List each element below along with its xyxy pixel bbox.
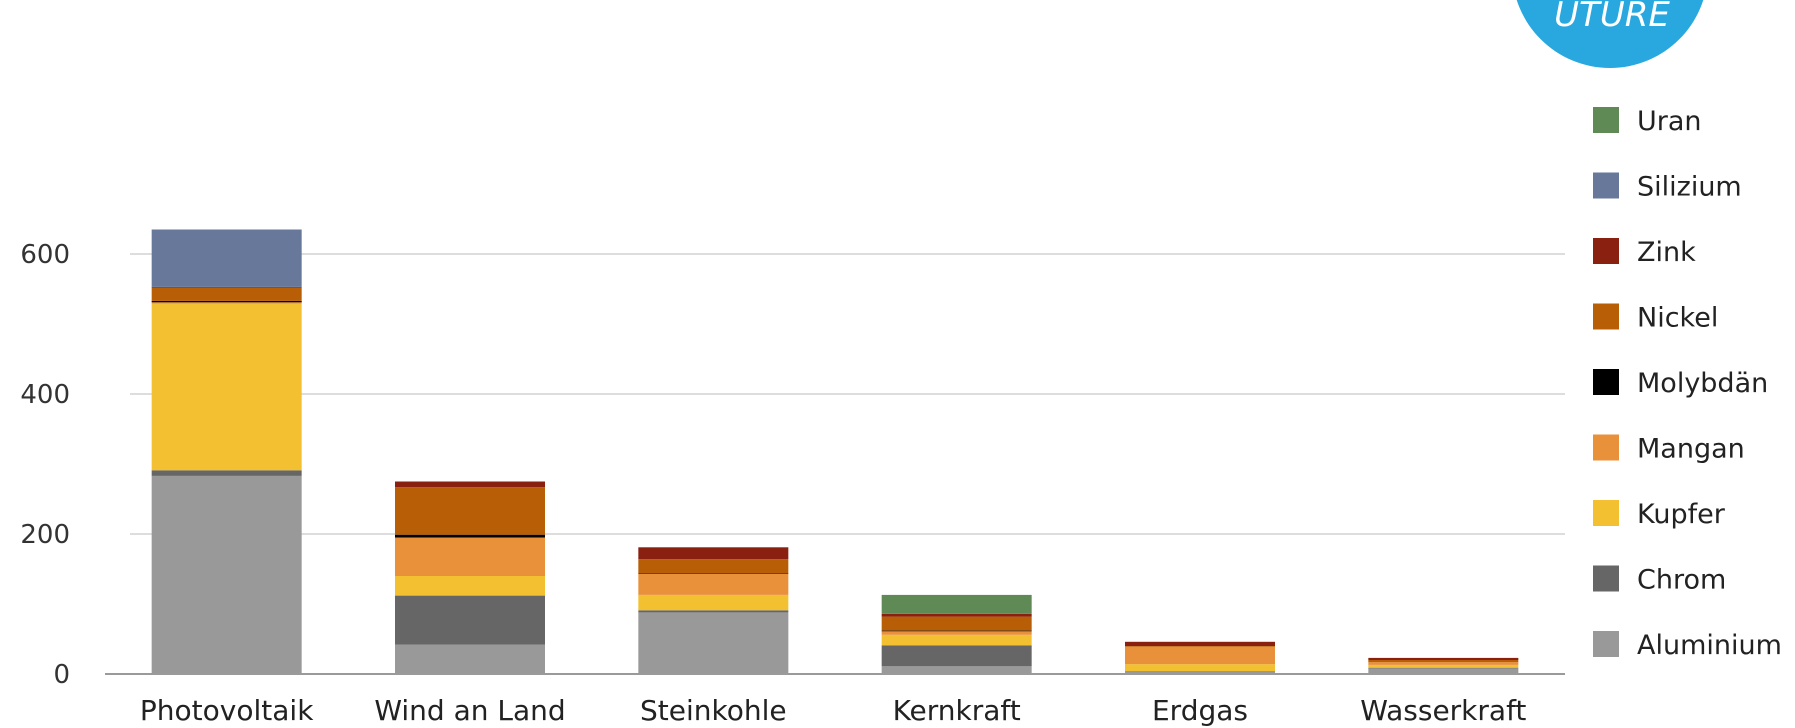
bar-segment-Erdgas-Kupfer [1125, 664, 1275, 672]
bar-segment-Erdgas-Aluminium [1125, 671, 1275, 674]
bar-segment-Photovoltaik-Nickel [151, 287, 302, 301]
bar-segment-Steinkohle-Zink [638, 547, 789, 560]
legend-swatch-Kupfer [1593, 500, 1619, 526]
legend-label-Kupfer: Kupfer [1637, 499, 1726, 530]
legend-label-Zink: Zink [1637, 237, 1696, 268]
legend-swatch-Zink [1593, 238, 1619, 264]
y-tick-label-600: 600 [20, 240, 70, 270]
bar-segment-Steinkohle-Aluminium [638, 612, 789, 674]
bar-segment-Steinkohle-Kupfer [638, 594, 789, 611]
legend-swatch-Uran [1593, 107, 1619, 133]
x-tick-label-Wasserkraft: Wasserkraft [1360, 694, 1526, 727]
bar-segment-Wind an Land-Molybdän [395, 534, 545, 538]
bar-segment-Erdgas-Zink [1125, 641, 1275, 646]
legend-label-Uran: Uran [1637, 106, 1702, 137]
legend-swatch-Aluminium [1593, 631, 1619, 657]
bar-segment-Kernkraft-Chrom [881, 645, 1032, 667]
bar-segment-Wasserkraft-Nickel [1368, 660, 1519, 663]
x-axis-labels: Photovoltaik Wind an Land Steinkohle Kernkr… [140, 694, 1527, 727]
bar-segment-Photovoltaik-Zink [151, 286, 302, 288]
bar-segment-Photovoltaik-Molybdän [151, 300, 302, 303]
bar-segment-Erdgas-Chrom [1125, 671, 1275, 672]
bar-segment-Erdgas-Mangan [1125, 646, 1275, 665]
bar-segment-Steinkohle-Mangan [638, 573, 789, 595]
bar-segment-Erdgas-Nickel [1125, 646, 1275, 647]
legend-label-Mangan: Mangan [1637, 434, 1745, 465]
logo-text: UTURE [1554, 0, 1670, 35]
bar-segment-Wind an Land-Chrom [395, 595, 545, 645]
x-tick-label-Wind an Land: Wind an Land [374, 694, 565, 727]
bar-segment-Steinkohle-Molybdän [638, 573, 789, 574]
x-tick-label-Steinkohle: Steinkohle [640, 694, 787, 727]
bar-segment-Wind an Land-Kupfer [395, 576, 545, 596]
legend-label-Nickel: Nickel [1637, 303, 1718, 334]
gridlines [130, 253, 1565, 535]
y-axis-ticks: 0 200 400 600 [20, 240, 70, 690]
legend-label-Aluminium: Aluminium [1637, 630, 1782, 661]
bar-segment-Wasserkraft-Aluminium [1368, 668, 1519, 674]
bar-segment-Wind an Land-Zink [395, 481, 545, 488]
bar-segment-Wind an Land-Aluminium [395, 644, 545, 674]
bar-segment-Photovoltaik-Kupfer [151, 303, 302, 471]
bar-segment-Kernkraft-Mangan [881, 631, 1032, 635]
y-tick-label-0: 0 [53, 660, 70, 690]
y-tick-label-200: 200 [20, 520, 70, 550]
bar-segment-Photovoltaik-Aluminium [151, 475, 302, 674]
bar-segment-Kernkraft-Kupfer [881, 634, 1032, 646]
bar-segment-Kernkraft-Molybdän [881, 630, 1032, 632]
legend: Uran Silizium Zink Nickel Molybdän Mangan Kupf… [1593, 106, 1782, 661]
bar-segment-Kernkraft-Nickel [881, 616, 1032, 631]
legend-swatch-Nickel [1593, 303, 1619, 330]
legend-label-Silizium: Silizium [1637, 172, 1742, 203]
bar-segment-Wasserkraft-Mangan [1368, 662, 1519, 665]
x-tick-label-Photovoltaik: Photovoltaik [140, 694, 314, 727]
x-tick-label-Erdgas: Erdgas [1152, 694, 1248, 727]
bar-segment-Wasserkraft-Zink [1368, 657, 1519, 660]
bar-segment-Kernkraft-Zink [881, 613, 1032, 617]
bar-segment-Photovoltaik-Silizium [151, 229, 302, 287]
bar-segment-Wind an Land-Mangan [395, 537, 545, 576]
bars [151, 229, 1519, 674]
bar-segment-Wasserkraft-Chrom [1368, 667, 1519, 669]
legend-label-Chrom: Chrom [1637, 565, 1726, 596]
x-tick-label-Kernkraft: Kernkraft [893, 694, 1021, 727]
bar-segment-Photovoltaik-Chrom [151, 470, 302, 476]
bar-segment-Kernkraft-Aluminium [881, 666, 1032, 674]
bar-segment-Steinkohle-Nickel [638, 559, 789, 574]
legend-swatch-Chrom [1593, 565, 1619, 592]
legend-swatch-Molybdän [1593, 369, 1619, 395]
logo-circle [1516, 0, 1704, 68]
bar-segment-Photovoltaik-Mangan [151, 302, 302, 304]
logo-badge: UTURE [1516, 0, 1704, 68]
legend-label-Molybdän: Molybdän [1637, 368, 1768, 399]
bar-segment-Steinkohle-Chrom [638, 610, 789, 613]
legend-swatch-Mangan [1593, 434, 1619, 461]
y-tick-label-400: 400 [20, 380, 70, 410]
legend-swatch-Silizium [1593, 172, 1619, 199]
bar-segment-Wind an Land-Nickel [395, 487, 545, 535]
bar-segment-Wasserkraft-Kupfer [1368, 664, 1519, 668]
bar-segment-Kernkraft-Uran [881, 594, 1032, 614]
